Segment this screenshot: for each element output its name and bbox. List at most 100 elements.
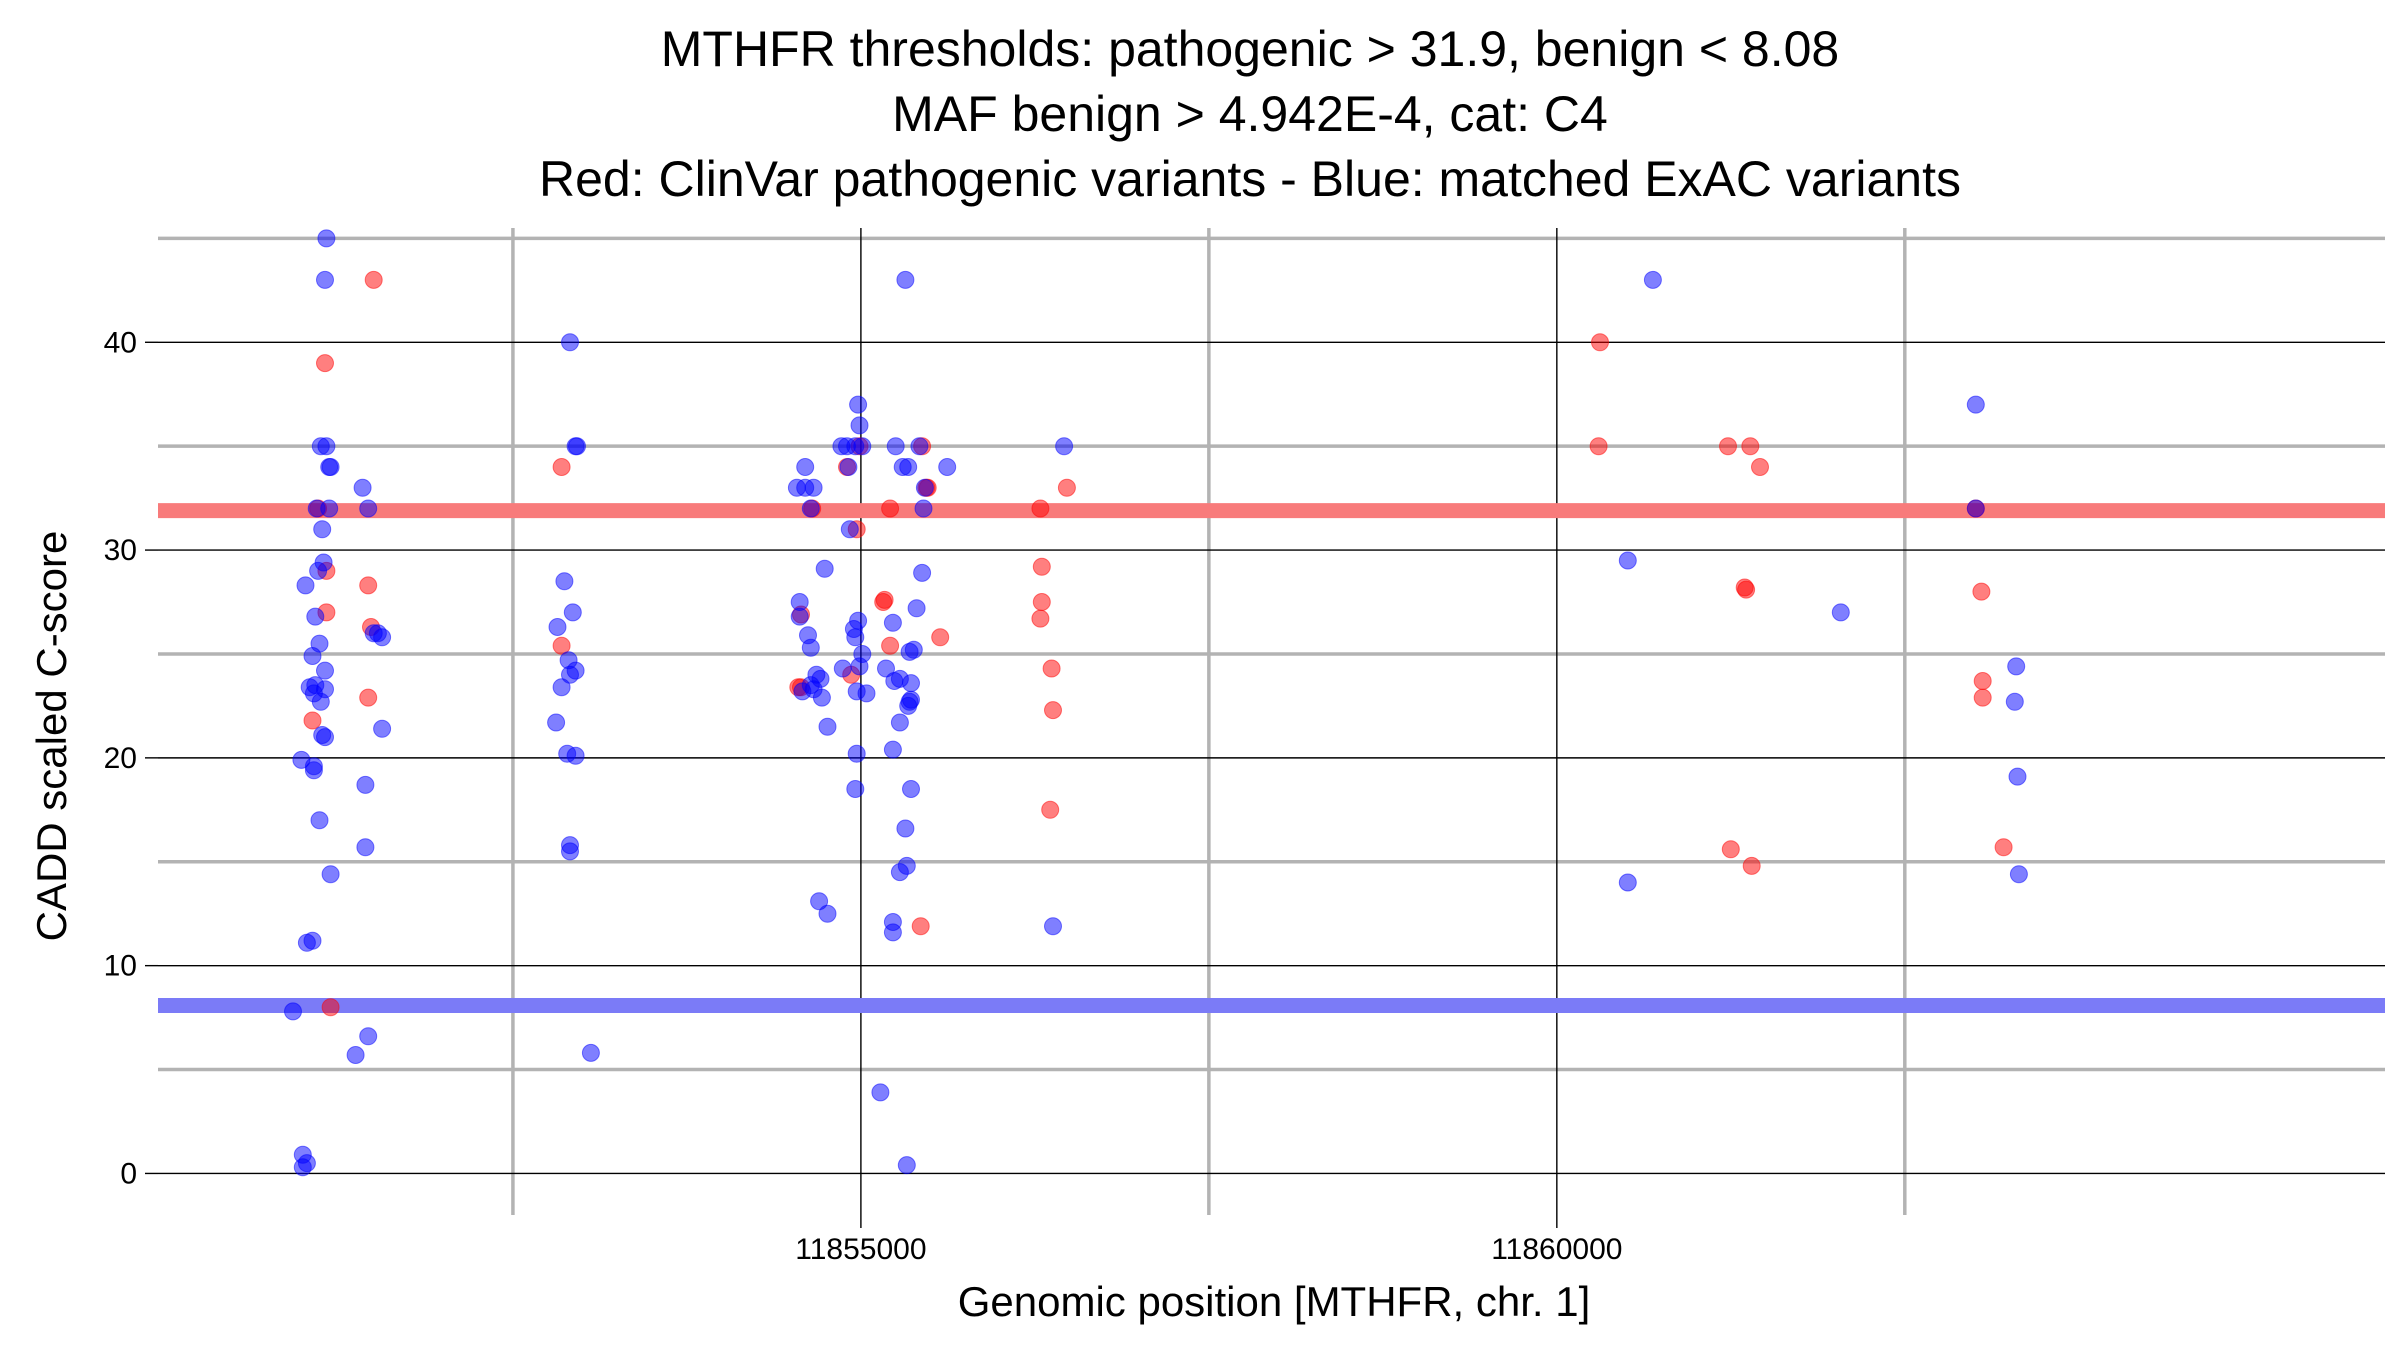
- exac-variant-point: [1966, 395, 1985, 414]
- chart-title: MTHFR thresholds: pathogenic > 31.9, ben…: [539, 21, 1961, 207]
- clinvar-pathogenic-point: [881, 499, 900, 518]
- exac-variant-point: [840, 520, 859, 539]
- exac-variant-point: [850, 416, 869, 435]
- exac-variant-point: [886, 437, 905, 456]
- clinvar-pathogenic-point: [303, 711, 322, 730]
- clinvar-pathogenic-point: [1741, 437, 1760, 456]
- exac-variant-point: [896, 819, 915, 838]
- clinvar-pathogenic-point: [1721, 840, 1740, 859]
- exac-variant-point: [317, 229, 336, 248]
- exac-variant-point: [877, 659, 895, 678]
- exac-variant-point: [316, 270, 334, 289]
- exac-variant-point: [1618, 873, 1637, 892]
- exac-variant-point: [815, 559, 834, 578]
- clinvar-pathogenic-point: [1972, 582, 1991, 601]
- exac-variant-point: [846, 780, 865, 798]
- clinvar-pathogenic-point: [1032, 557, 1051, 576]
- clinvar-pathogenic-point: [359, 576, 378, 595]
- exac-variant-point: [890, 713, 909, 732]
- clinvar-pathogenic-point: [1994, 838, 2013, 857]
- exac-variant-point: [1831, 603, 1850, 622]
- clinvar-pathogenic-point: [931, 628, 950, 647]
- exac-variant-point: [907, 599, 926, 618]
- exac-variant-point: [804, 478, 823, 497]
- exac-variant-point: [902, 674, 920, 693]
- clinvar-pathogenic-point: [1057, 478, 1076, 497]
- exac-variant-point: [938, 458, 957, 476]
- exac-variant-point: [896, 270, 915, 289]
- clinvar-pathogenic-point: [881, 636, 900, 655]
- exac-variant-point: [566, 746, 585, 765]
- exac-variant-point: [801, 499, 820, 518]
- exac-variant-point: [310, 811, 329, 830]
- clinvar-pathogenic-point: [316, 354, 334, 373]
- exac-variant-point: [910, 437, 929, 456]
- exac-variant-point: [316, 728, 334, 747]
- y-axis-ticks: 0 10 20 30 40: [104, 326, 158, 1190]
- exac-variant-point: [293, 1158, 312, 1177]
- exac-variant-point: [1643, 270, 1662, 289]
- clinvar-pathogenic-point: [1737, 580, 1756, 599]
- clinvar-pathogenic-point: [1742, 856, 1761, 875]
- exac-variant-point: [359, 1027, 378, 1046]
- exac-variant-point: [883, 740, 902, 759]
- exac-variant-point: [883, 613, 902, 632]
- exac-variant-point: [561, 842, 579, 861]
- exac-variant-point: [547, 713, 566, 732]
- clinvar-pathogenic-point: [552, 636, 571, 655]
- exac-variant-point: [561, 665, 579, 684]
- clinvar-pathogenic-point: [1042, 659, 1061, 678]
- x-tick-label: 11855000: [795, 1233, 926, 1266]
- y-tick-label: 30: [104, 534, 137, 567]
- exac-variant-point: [552, 678, 571, 697]
- y-tick-label: 40: [104, 326, 137, 359]
- title-line-3: Red: ClinVar pathogenic variants - Blue:…: [539, 151, 1961, 207]
- clinvar-pathogenic-point: [1591, 333, 1609, 352]
- clinvar-pathogenic-point: [1032, 593, 1051, 611]
- clinvar-pathogenic-point: [1719, 437, 1737, 456]
- exac-variant-point: [568, 437, 586, 456]
- exac-variant-point: [317, 437, 336, 456]
- y-tick-label: 0: [120, 1157, 137, 1190]
- exac-variant-point: [790, 607, 809, 626]
- clinvar-pathogenic-point: [1031, 609, 1050, 628]
- exac-variant-point: [548, 618, 567, 636]
- exac-variant-point: [793, 682, 812, 701]
- exac-variant-point: [857, 684, 876, 703]
- clinvar-pathogenic-point: [1751, 458, 1769, 476]
- y-tick-label: 10: [104, 950, 137, 983]
- exac-variant-point: [346, 1046, 365, 1064]
- clinvar-pathogenic-point: [321, 998, 340, 1017]
- exac-variant-point: [818, 717, 837, 736]
- clinvar-pathogenic-point: [1031, 499, 1050, 518]
- exac-variant-point: [311, 692, 330, 711]
- minor-gridlines: [158, 228, 2385, 1215]
- exac-variant-point: [847, 744, 866, 763]
- exac-variant-point: [833, 659, 852, 678]
- exac-variant-point: [1618, 551, 1637, 570]
- exac-variant-point: [899, 696, 918, 715]
- exac-variant-point: [307, 499, 326, 518]
- exac-variant-point: [839, 458, 858, 476]
- exac-variant-point: [897, 1156, 916, 1175]
- exac-variant-point: [883, 913, 902, 931]
- major-gridlines: [158, 228, 2385, 1215]
- x-tick-label: 11860000: [1491, 1233, 1622, 1266]
- exac-variant-point: [555, 572, 574, 591]
- exac-variant-point: [359, 499, 378, 518]
- exac-variant-point: [1966, 499, 1985, 518]
- exac-variant-point: [850, 657, 869, 676]
- exac-variant-point: [356, 838, 375, 857]
- exac-variant-point: [303, 647, 322, 665]
- exac-variant-point: [902, 780, 920, 798]
- exac-variant-point: [796, 458, 815, 476]
- exac-variant-point: [373, 719, 392, 738]
- exac-variant-point: [561, 333, 579, 352]
- exac-variant-point: [316, 661, 334, 680]
- title-line-1: MTHFR thresholds: pathogenic > 31.9, ben…: [661, 21, 1840, 77]
- exac-variant-point: [810, 892, 829, 911]
- title-line-2: MAF benign > 4.942E-4, cat: C4: [892, 86, 1608, 142]
- exac-variant-point: [801, 638, 820, 657]
- exac-variant-point: [309, 561, 328, 580]
